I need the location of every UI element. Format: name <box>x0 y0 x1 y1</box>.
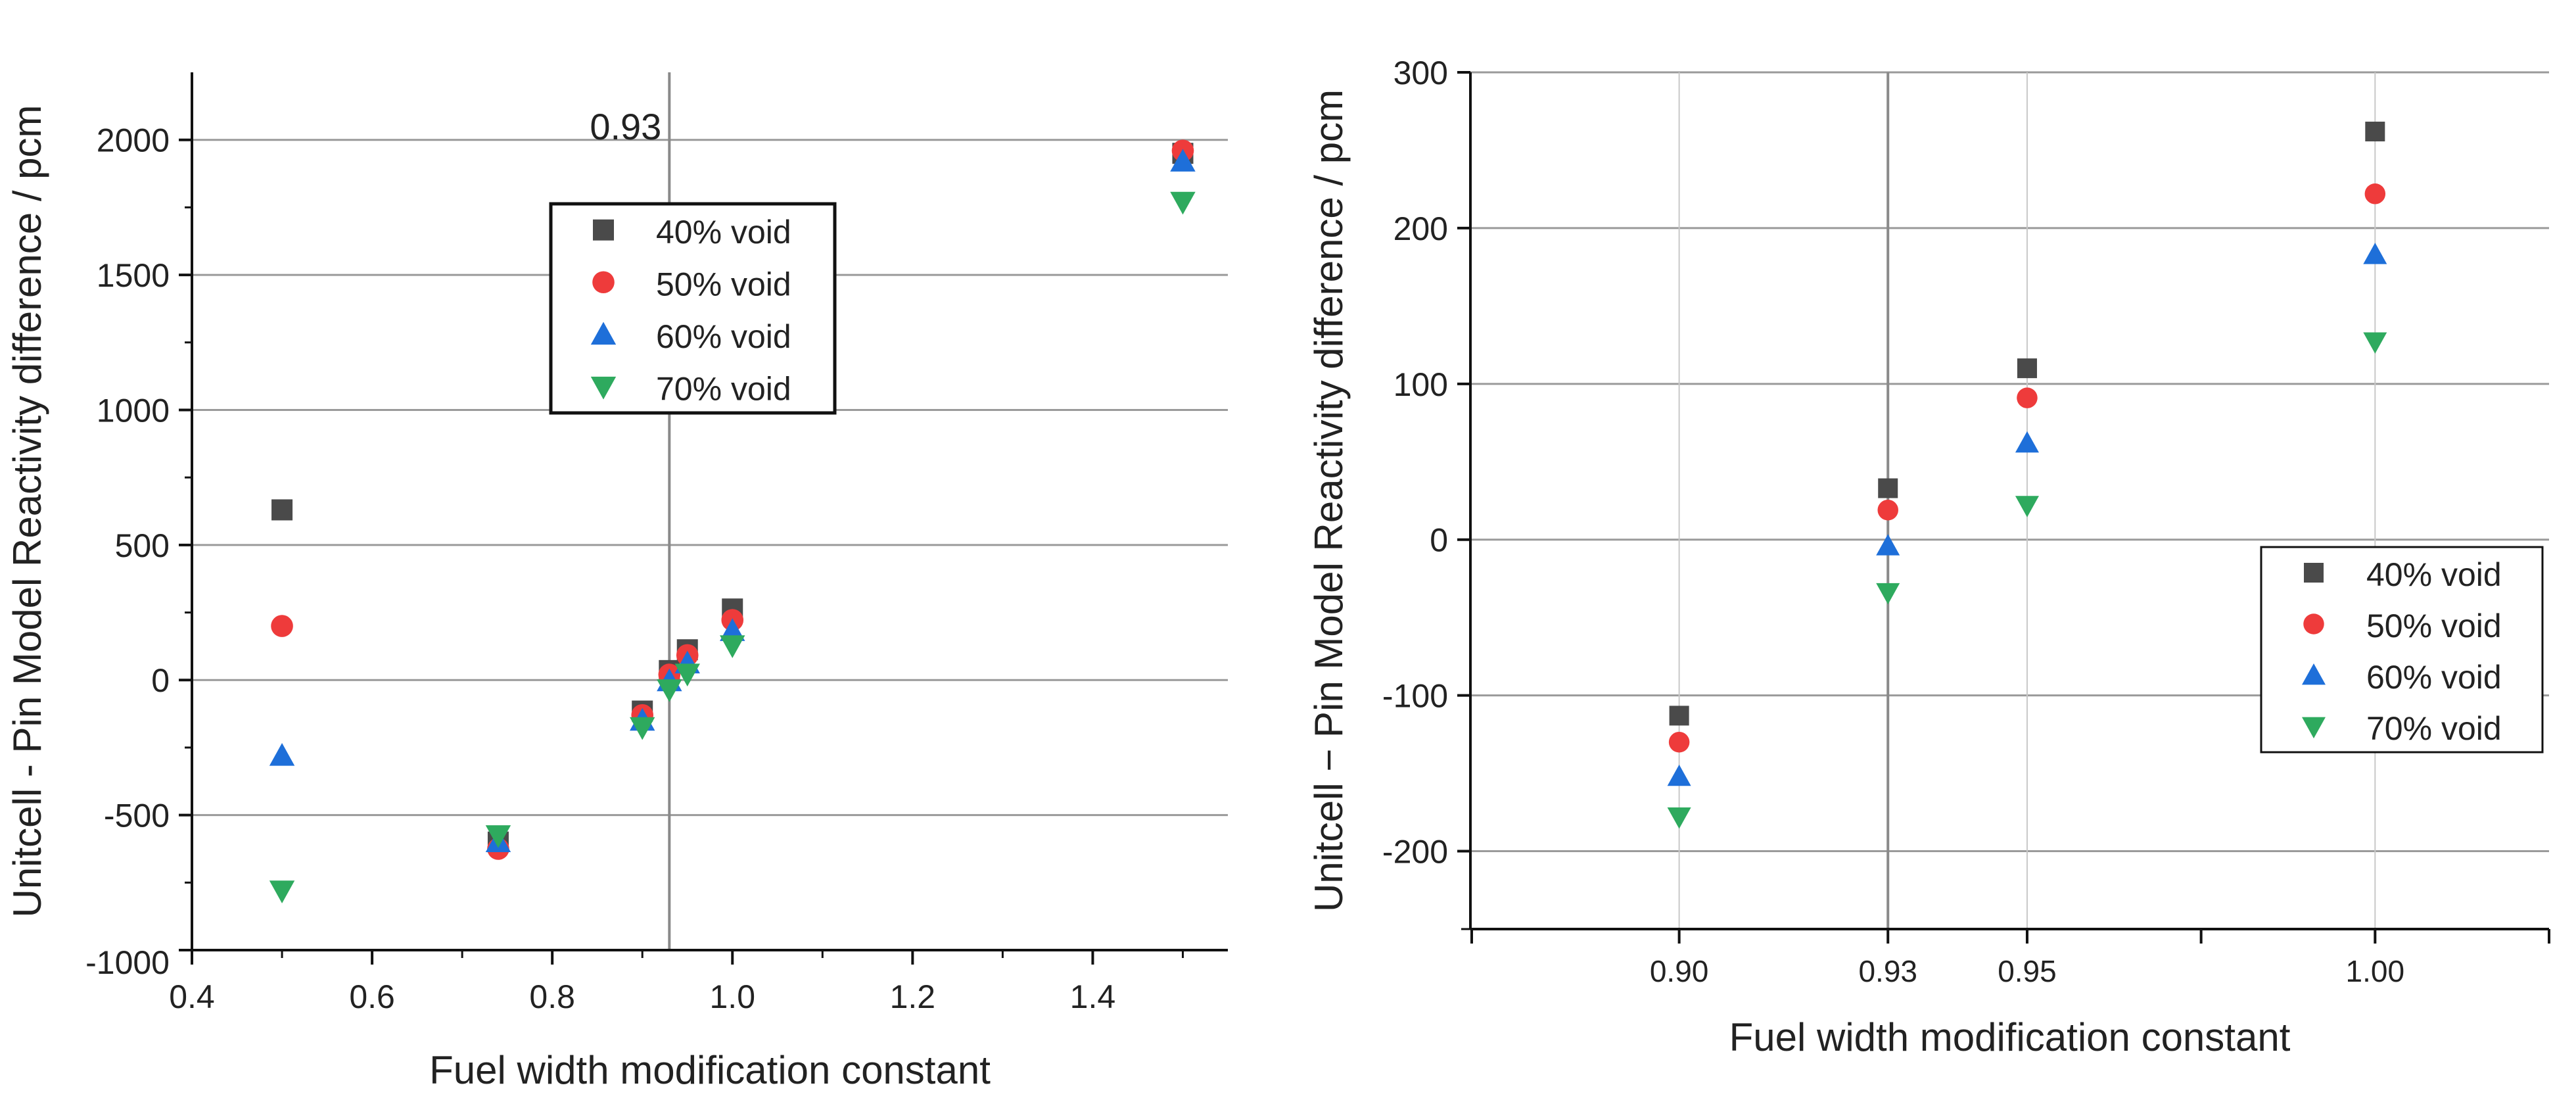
data-point <box>657 679 682 702</box>
legend-label: 40% void <box>2366 556 2502 593</box>
data-point <box>1667 807 1691 829</box>
legend-label: 50% void <box>656 266 791 302</box>
legend-marker <box>2304 563 2324 583</box>
data-point <box>1669 706 1689 726</box>
x-tick-label: 0.4 <box>169 978 215 1015</box>
y-tick-label: 100 <box>1393 366 1448 403</box>
reference-line-label: 0.93 <box>590 106 661 147</box>
legend-marker <box>2303 613 2324 635</box>
y-axis-title: Unitcell - Pin Model Reactivity differen… <box>5 105 49 917</box>
legend-marker <box>2302 663 2326 685</box>
x-tick-label: 0.95 <box>1998 954 2057 988</box>
y-tick-label: -1000 <box>85 944 170 981</box>
data-point <box>271 499 293 521</box>
x-tick-label: 1.00 <box>2346 954 2405 988</box>
legend-label: 70% void <box>2366 710 2502 747</box>
series-50-void <box>1668 183 2386 753</box>
data-point <box>1876 534 1900 556</box>
data-point <box>2017 387 2038 408</box>
data-point <box>269 743 295 766</box>
x-tick-label: 0.90 <box>1650 954 1709 988</box>
series-70-void <box>1667 332 2387 829</box>
y-tick-label: -100 <box>1382 678 1448 715</box>
series-60-void <box>1667 243 2387 786</box>
legend: 40% void 50% void 60% void 70% void <box>2260 546 2544 754</box>
x-tick-label: 1.4 <box>1070 978 1116 1015</box>
y-axis-title: Unitcell − Pin Model Reactivity differen… <box>1307 89 1351 912</box>
legend-marker <box>590 376 617 400</box>
data-point <box>1878 478 1898 498</box>
series-40-void <box>1669 122 2385 726</box>
data-point <box>269 880 295 903</box>
x-tick-label: 0.93 <box>1858 954 1917 988</box>
legend-label: 70% void <box>656 370 791 407</box>
x-tick-label: 0.8 <box>529 978 575 1015</box>
chart-panel-1: 0.93 -1000 -500 0 500 1000 1500 2000 0.4 0.6 0.8 1.… <box>5 72 1228 1092</box>
y-tick-label: -500 <box>104 798 170 834</box>
y-tick-label: -200 <box>1382 834 1448 871</box>
y-tick-label: 1500 <box>97 257 170 294</box>
y-tick-label: 200 <box>1393 210 1448 247</box>
chart-panel-2: -200 -100 0 100 200 300 0.90 0.93 0.95 1.00 Fuel w… <box>1307 55 2550 1059</box>
data-point <box>1668 731 1690 753</box>
data-point <box>2015 431 2039 453</box>
data-point <box>2017 358 2037 379</box>
y-tick-label: 500 <box>115 527 170 564</box>
x-axis-title: Fuel width modification constant <box>1729 1015 2291 1059</box>
y-tick-label: 0 <box>151 662 170 699</box>
x-axis-title: Fuel width modification constant <box>429 1048 991 1092</box>
series-70-void <box>269 191 1196 903</box>
data-point <box>1667 764 1691 786</box>
legend-marker <box>2302 717 2326 738</box>
data-point <box>720 618 745 641</box>
legend-marker <box>590 322 617 345</box>
data-point <box>674 663 700 686</box>
x-tick-label: 1.2 <box>890 978 936 1015</box>
y-tick-label: 1000 <box>97 392 170 429</box>
legend: 40% void 50% void 60% void 70% void <box>549 202 837 415</box>
data-point <box>2363 243 2387 264</box>
y-tick-label: 2000 <box>97 122 170 159</box>
data-point <box>2363 332 2387 354</box>
legend-label: 50% void <box>2366 608 2502 644</box>
legend-marker <box>593 219 614 241</box>
data-point <box>1170 149 1196 172</box>
x-tick-label: 0.6 <box>349 978 395 1015</box>
data-point <box>2365 122 2385 142</box>
data-point <box>630 717 655 740</box>
legend-label: 60% void <box>2366 659 2502 696</box>
legend-label: 60% void <box>656 318 791 355</box>
legend-label: 40% void <box>656 214 791 251</box>
data-point <box>2015 496 2039 517</box>
data-point <box>485 825 511 848</box>
legend-marker <box>592 271 615 294</box>
x-tick-label: 1.0 <box>710 978 756 1015</box>
data-point <box>271 615 293 637</box>
data-point <box>1876 583 1900 605</box>
data-point <box>2364 183 2386 204</box>
data-point <box>720 635 745 658</box>
data-point <box>1877 499 1898 521</box>
y-tick-label: 300 <box>1393 55 1448 91</box>
data-point <box>1170 191 1196 215</box>
y-tick-label: 0 <box>1430 522 1448 559</box>
